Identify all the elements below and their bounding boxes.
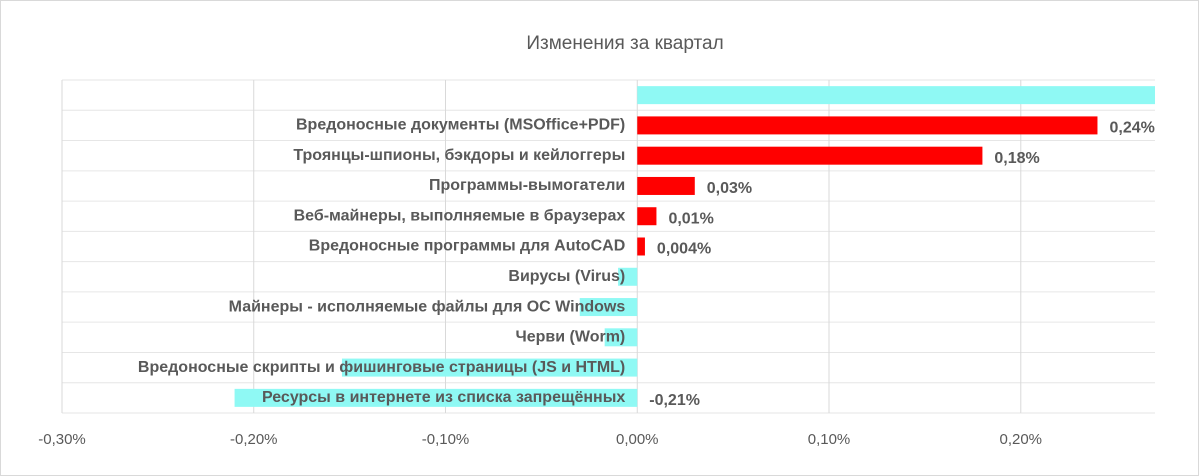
category-label: Веб-майнеры, выполняемые в браузерах — [294, 207, 626, 224]
category-label: Троянцы-шпионы, бэкдоры и кейлоггеры — [293, 147, 625, 164]
data-label: 0,03% — [707, 180, 752, 197]
data-label: 0,004% — [657, 241, 711, 258]
category-label: Программы-вымогатели — [429, 177, 625, 194]
x-tick-label: -0,10% — [422, 431, 470, 448]
category-label: Вирусы (Virus) — [508, 268, 625, 285]
data-label: 0,18% — [994, 150, 1039, 167]
data-label: -0,21% — [649, 392, 700, 409]
bar — [637, 207, 657, 226]
category-label: Майнеры - исполняемые файлы для ОС Windo… — [229, 298, 626, 315]
bar — [341, 358, 638, 377]
data-label: 0,24% — [1109, 120, 1154, 137]
x-tick-label: -0,20% — [230, 431, 278, 448]
category-label: Ресурсы в интернете из списка запрещённы… — [262, 389, 625, 406]
bar — [579, 298, 638, 317]
bar — [637, 116, 1098, 135]
bar — [637, 86, 1155, 105]
bar — [604, 328, 638, 347]
bar — [637, 237, 645, 256]
bar — [637, 146, 983, 165]
x-tick-label: 0,00% — [616, 431, 659, 448]
bar — [637, 176, 695, 195]
category-label: Черви (Worm) — [516, 329, 626, 346]
bar — [618, 267, 638, 286]
bar — [234, 388, 638, 407]
category-label: Вредоносные программы для AutoCAD — [309, 238, 625, 255]
data-label: 0,01% — [668, 210, 713, 227]
category-label: Вредоносные документы (MSOffice+PDF) — [296, 117, 625, 134]
x-tick-label: 0,20% — [999, 431, 1042, 448]
x-tick-label: 0,10% — [808, 431, 851, 448]
x-tick-label: -0,30% — [38, 431, 86, 448]
category-label: Вредоносные скрипты и фишинговые страниц… — [138, 359, 625, 376]
chart-title: Изменения за квартал — [526, 33, 723, 54]
